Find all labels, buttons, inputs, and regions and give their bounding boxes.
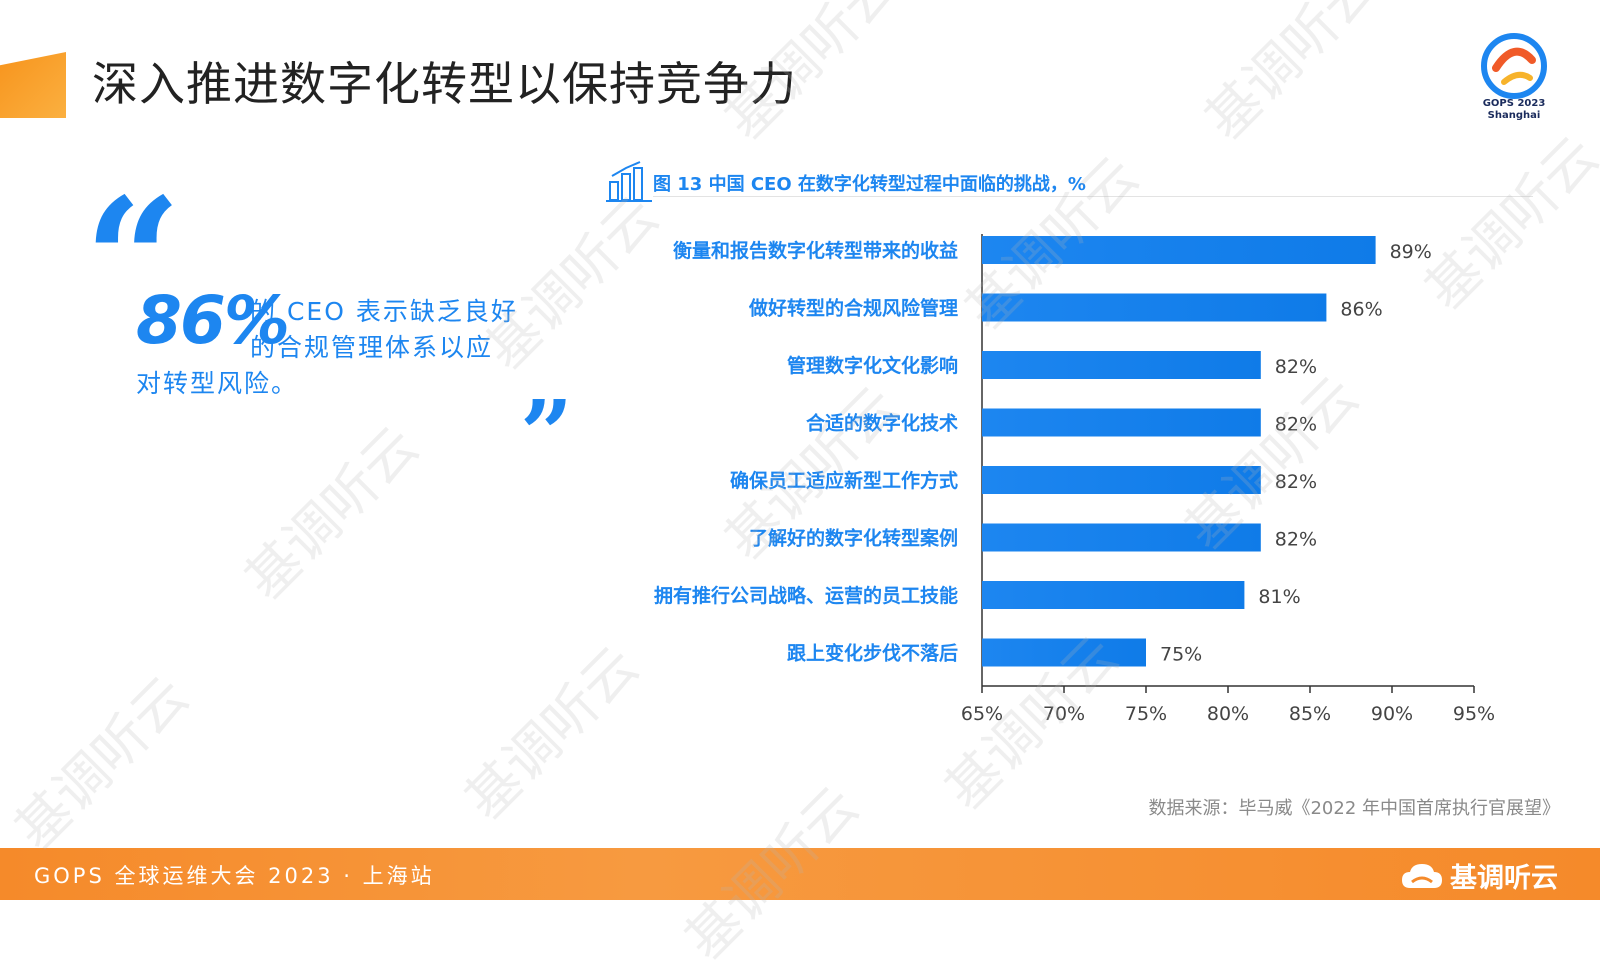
x-tick-label-6: 90% bbox=[1371, 703, 1413, 725]
x-tick-label-4: 80% bbox=[1207, 703, 1249, 725]
gops-logo-icon bbox=[1481, 33, 1547, 99]
chart-title: 图 13 中国 CEO 在数字化转型过程中面临的挑战，% bbox=[653, 174, 1086, 195]
x-tick-label-7: 95% bbox=[1453, 703, 1495, 725]
x-tick-label-3: 75% bbox=[1125, 703, 1167, 725]
data-source-note: 数据来源：毕马威《2022 年中国首席执行官展望》 bbox=[1148, 798, 1560, 819]
value-label-1: 89% bbox=[1390, 241, 1432, 263]
x-tick-label-5: 85% bbox=[1289, 703, 1331, 725]
category-label-6: 了解好的数字化转型案例 bbox=[749, 527, 958, 550]
logo-line2: Shanghai bbox=[1487, 110, 1541, 121]
value-label-3: 82% bbox=[1275, 356, 1317, 378]
open-quote-icon: “ bbox=[84, 161, 182, 361]
bar-chart: 衡量和报告数字化转型带来的收益 89% 做好转型的合规风险管理 86% 管理数字化文化影… bbox=[654, 234, 1495, 725]
close-quote-icon: ” bbox=[520, 380, 573, 488]
watermark-text: 基调听云 bbox=[1192, 0, 1391, 152]
bar-1 bbox=[982, 236, 1376, 264]
chart-title-divider bbox=[653, 196, 1533, 197]
logo-caption: GOPS 2023 Shanghai bbox=[1468, 98, 1560, 122]
value-label-4: 82% bbox=[1275, 414, 1317, 436]
value-label-7: 81% bbox=[1258, 586, 1300, 608]
bar-8 bbox=[982, 638, 1146, 667]
value-label-8: 75% bbox=[1160, 644, 1202, 666]
cloud-icon bbox=[1402, 863, 1442, 888]
category-label-7: 拥有推行公司战略、运营的员工技能 bbox=[654, 584, 958, 607]
callout-line3: 对转型风险。 bbox=[136, 369, 299, 398]
title-accent-tab bbox=[0, 52, 66, 118]
watermark-text: 基调听云 bbox=[232, 414, 431, 612]
category-label-1: 衡量和报告数字化转型带来的收益 bbox=[673, 239, 958, 262]
x-tick-label-2: 70% bbox=[1043, 703, 1085, 725]
category-label-5: 确保员工适应新型工作方式 bbox=[730, 469, 958, 492]
bar-chart-icon bbox=[606, 161, 652, 202]
footer-brand-name: 基调听云 bbox=[1450, 863, 1558, 894]
bar-6 bbox=[982, 523, 1261, 552]
bar-4 bbox=[982, 408, 1261, 437]
category-label-2: 做好转型的合规风险管理 bbox=[748, 297, 958, 320]
callout-line2: 的合规管理体系以应 bbox=[250, 333, 494, 362]
value-label-6: 82% bbox=[1275, 529, 1317, 551]
footer-bar: GOPS 全球运维大会 2023 · 上海站 基调听云 bbox=[0, 848, 1600, 900]
logo-line1: GOPS 2023 bbox=[1482, 98, 1546, 109]
footer-event-text: GOPS 全球运维大会 2023 · 上海站 bbox=[34, 864, 435, 888]
page-title: 深入推进数字化转型以保持竞争力 bbox=[92, 57, 797, 111]
x-tick-label-1: 65% bbox=[961, 703, 1003, 725]
watermark-text: 基调听云 bbox=[2, 664, 201, 862]
value-label-5: 82% bbox=[1275, 471, 1317, 493]
category-label-4: 合适的数字化技术 bbox=[806, 412, 958, 435]
value-label-2: 86% bbox=[1340, 299, 1382, 321]
callout-percent: 86% bbox=[136, 282, 290, 359]
bar-7 bbox=[982, 581, 1245, 609]
callout-line1: 的 CEO 表示缺乏良好 bbox=[250, 297, 518, 326]
bar-2 bbox=[982, 293, 1327, 322]
bar-5 bbox=[982, 466, 1261, 494]
category-label-3: 管理数字化文化影响 bbox=[787, 354, 958, 377]
footer-brand: 基调听云 bbox=[1400, 856, 1558, 895]
category-label-8: 跟上变化步伐不落后 bbox=[787, 642, 958, 665]
bar-3 bbox=[982, 351, 1261, 379]
